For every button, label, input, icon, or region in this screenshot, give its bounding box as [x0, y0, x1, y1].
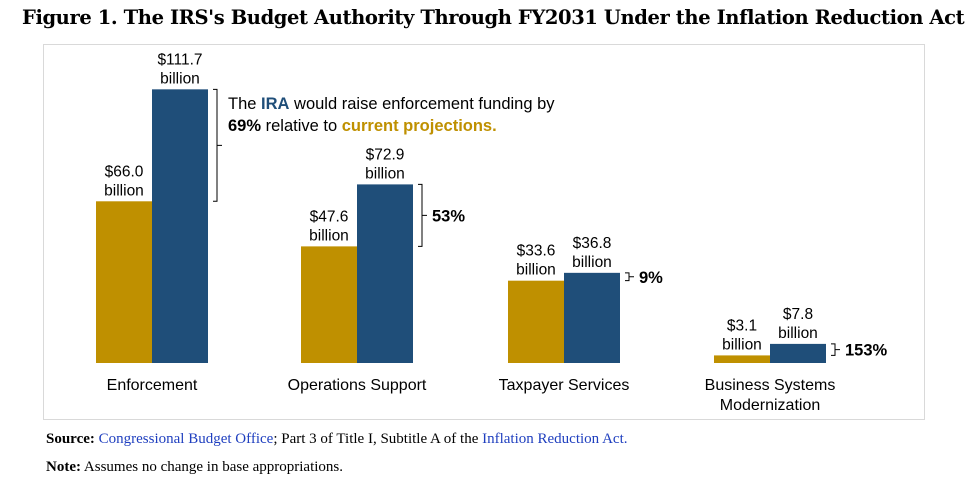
annotation-span: 69%	[228, 117, 261, 135]
bar-2-0	[508, 280, 564, 363]
annotation-span: IRA	[261, 95, 290, 113]
data-label-unit: billion	[778, 325, 818, 342]
annotation-span: would raise enforcement funding by	[289, 95, 555, 113]
category-label: Modernization	[720, 397, 821, 414]
note-line: Note: Assumes no change in base appropri…	[46, 459, 343, 476]
percent-increase-label: 53%	[432, 207, 465, 225]
data-label-value: $72.9	[366, 146, 405, 163]
category-label: Taxpayer Services	[499, 377, 630, 394]
bar-2-1	[564, 272, 620, 363]
percent-increase-label: 9%	[639, 269, 663, 287]
data-label-unit: billion	[160, 70, 200, 87]
bar-3-0	[714, 355, 770, 363]
data-label-value: $3.1	[727, 317, 757, 334]
bar-0-0	[96, 201, 152, 363]
chart-frame: $66.0 billion $111.7 billion Enforcement $47.…	[43, 44, 925, 420]
annotation-line-1: The IRA would raise enforcement funding …	[228, 95, 555, 113]
note-text: Assumes no change in base appropriations…	[80, 459, 344, 475]
bar-1-1	[357, 184, 413, 363]
data-label-unit: billion	[516, 262, 556, 279]
figure-title: Figure 1. The IRS's Budget Authority Thr…	[22, 6, 965, 29]
percent-increase-label: 153%	[845, 342, 888, 360]
annotation-line-2: 69% relative to current projections.	[228, 117, 497, 135]
data-label-value: $33.6	[517, 243, 556, 260]
annotation-span: The	[228, 95, 261, 113]
category-label: Enforcement	[107, 377, 198, 394]
increase-bracket	[831, 343, 840, 356]
bar-0-1	[152, 89, 208, 364]
data-label-unit: billion	[309, 227, 349, 244]
increase-bracket	[625, 272, 634, 282]
source-text: ; Part 3 of Title I, Subtitle A of the	[273, 431, 483, 447]
data-label-unit: billion	[365, 165, 405, 182]
increase-bracket	[213, 88, 222, 202]
data-label-unit: billion	[104, 182, 144, 199]
increase-bracket	[418, 183, 427, 247]
bar-3-1	[770, 343, 826, 363]
annotation-span: current projections.	[342, 117, 497, 135]
category-label: Operations Support	[288, 377, 427, 394]
data-label-value: $36.8	[573, 235, 612, 252]
bar-1-0	[301, 246, 357, 363]
category-label: Business Systems	[705, 377, 836, 394]
note-label: Note:	[46, 459, 81, 475]
data-label-value: $66.0	[105, 163, 144, 180]
source-link-ira[interactable]: Inflation Reduction Act.	[482, 431, 628, 447]
data-label-value: $47.6	[310, 208, 349, 225]
data-label-unit: billion	[572, 254, 612, 271]
source-line: Source: Congressional Budget Office; Par…	[46, 431, 628, 448]
source-link-cbo[interactable]: Congressional Budget Office	[98, 431, 274, 447]
bar-chart: $66.0 billion $111.7 billion Enforcement $47.…	[96, 51, 888, 414]
source-label: Source:	[46, 431, 95, 447]
data-label-value: $7.8	[783, 306, 813, 323]
data-label-unit: billion	[722, 336, 762, 353]
data-label-value: $111.7	[157, 51, 202, 68]
annotation-span: relative to	[261, 117, 342, 135]
